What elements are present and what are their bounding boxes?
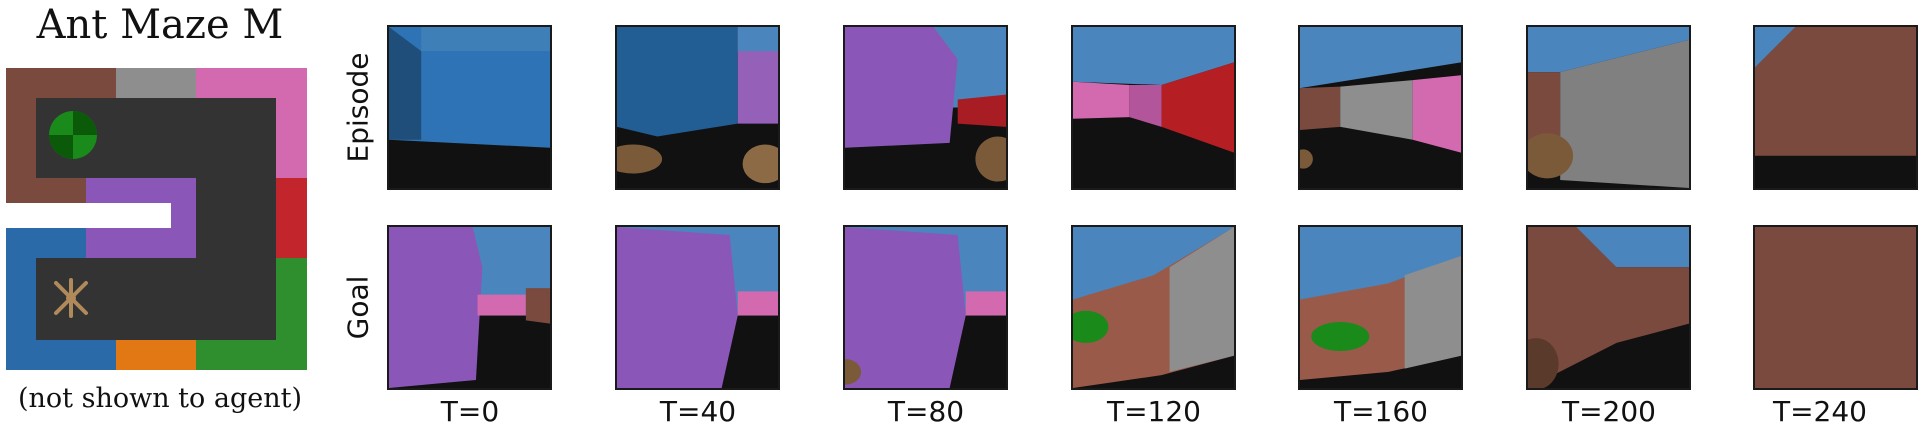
maze-note: (not shown to agent) [17,383,302,414]
goal-frame [1298,225,1463,390]
timestep-label: T=240 [1772,395,1867,428]
goal-frame [843,225,1008,390]
episode-frame [1071,25,1236,190]
maze-map [6,68,307,370]
goal-frame [1526,225,1691,390]
timestep-label: T=160 [1333,395,1428,428]
episode-frame [1526,25,1691,190]
episode-frame [843,25,1008,190]
goal-frame [387,225,552,390]
timestep-label: T=40 [659,395,737,428]
timestep-label: T=120 [1106,395,1201,428]
green-sphere-goal-icon [49,111,97,159]
episode-frame [1298,25,1463,190]
goal-frame [1071,225,1236,390]
episode-frame [387,25,552,190]
goal-frame [1753,225,1918,390]
episode-frame [1753,25,1918,190]
goal-frame [615,225,780,390]
goal-row-label: Goal [341,275,375,340]
timestep-label: T=200 [1561,395,1656,428]
timestep-label: T=0 [440,395,500,428]
ant-agent-icon [54,278,88,318]
episode-row-label: Episode [341,52,375,163]
episode-frame [615,25,780,190]
timestep-label: T=80 [887,395,965,428]
maze-title: Ant Maze M [36,2,284,48]
